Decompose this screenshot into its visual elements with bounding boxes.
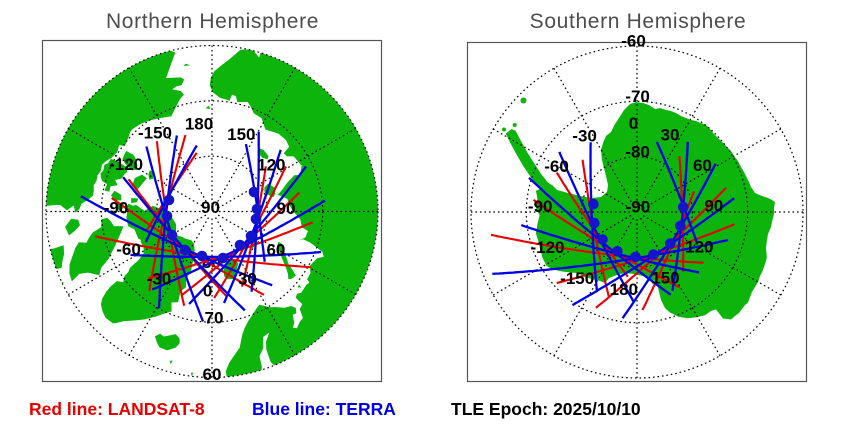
svg-text:150: 150 [651, 268, 679, 287]
svg-text:TLE Epoch: 2025/10/10: TLE Epoch: 2025/10/10 [451, 399, 641, 419]
svg-text:150: 150 [227, 125, 255, 144]
svg-text:-150: -150 [138, 124, 172, 143]
svg-text:Blue line: TERRA: Blue line: TERRA [252, 399, 396, 419]
svg-text:0: 0 [203, 282, 212, 301]
svg-text:120: 120 [685, 238, 713, 257]
svg-text:60: 60 [693, 156, 712, 175]
svg-text:60: 60 [266, 240, 285, 259]
svg-text:30: 30 [661, 126, 680, 145]
svg-text:180: 180 [185, 114, 213, 133]
svg-text:180: 180 [610, 280, 638, 299]
svg-text:-70: -70 [625, 87, 650, 106]
svg-text:70: 70 [205, 308, 224, 327]
svg-text:-120: -120 [109, 155, 143, 174]
svg-text:60: 60 [203, 365, 222, 384]
svg-text:-60: -60 [621, 32, 646, 51]
svg-text:120: 120 [257, 155, 285, 174]
svg-text:Red line: LANDSAT-8: Red line: LANDSAT-8 [29, 399, 205, 419]
svg-text:30: 30 [238, 270, 257, 289]
svg-text:90: 90 [704, 196, 723, 215]
svg-text:-90: -90 [104, 199, 129, 218]
svg-text:-90: -90 [626, 198, 651, 217]
svg-text:-90: -90 [528, 197, 553, 216]
svg-text:-60: -60 [116, 240, 141, 259]
svg-text:-30: -30 [147, 270, 172, 289]
svg-text:Northern Hemisphere: Northern Hemisphere [106, 10, 319, 33]
svg-text:90: 90 [277, 199, 296, 218]
svg-text:-30: -30 [572, 127, 597, 146]
svg-text:-80: -80 [625, 143, 650, 162]
svg-text:0: 0 [629, 114, 638, 133]
svg-text:Southern Hemisphere: Southern Hemisphere [530, 10, 747, 33]
svg-text:90: 90 [201, 198, 220, 217]
svg-text:-150: -150 [560, 269, 594, 288]
svg-text:-120: -120 [530, 238, 564, 257]
svg-text:-60: -60 [544, 157, 569, 176]
